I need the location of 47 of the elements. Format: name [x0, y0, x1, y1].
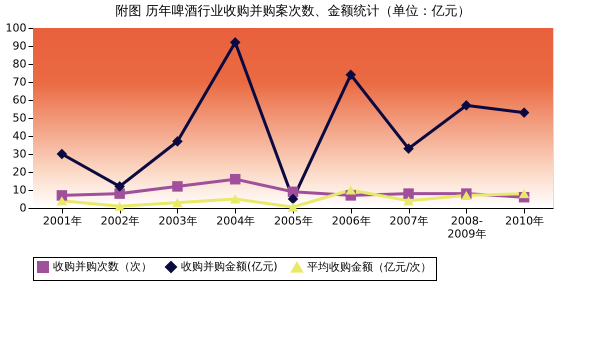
x-tick-label: 2004年: [216, 214, 256, 228]
point: [518, 107, 530, 118]
point: [461, 190, 472, 200]
y-tick-label: 80: [12, 58, 26, 70]
x-tick-label: 2007年: [390, 214, 429, 228]
y-tick-label: 100: [6, 22, 26, 34]
point: [230, 174, 240, 184]
y-tick-label: 60: [12, 94, 26, 106]
legend-label: 收购并购金额(亿元): [181, 260, 278, 273]
x-tick-label: 2003年: [158, 214, 198, 228]
x-tick-label: 2010年: [505, 214, 544, 228]
point: [403, 188, 414, 199]
point: [346, 70, 356, 80]
x-tick-label: 2005年: [274, 214, 313, 228]
point: [288, 202, 298, 212]
point: [172, 181, 183, 192]
point: [346, 185, 356, 195]
point: [114, 188, 125, 199]
y-tick-label: 0: [20, 202, 26, 214]
point: [56, 148, 68, 160]
point: [461, 100, 472, 111]
legend-label: 收购并购次数（次）: [53, 260, 152, 273]
y-tick-label: 10: [12, 184, 26, 196]
point: [230, 194, 240, 204]
y-tick-label: 50: [12, 112, 26, 124]
x-tick-label: 2002年: [100, 214, 140, 228]
y-tick-label: 90: [12, 40, 26, 52]
chart-title: 附图 历年啤酒行业收购并购案次数、金额统计（单位：亿元）: [115, 3, 471, 19]
point: [114, 202, 125, 211]
point: [172, 198, 183, 208]
point: [56, 196, 68, 206]
point: [230, 37, 240, 48]
point: [403, 196, 414, 206]
y-tick-label: 30: [12, 148, 26, 160]
x-tick-label: 2008-2009年: [447, 214, 486, 240]
point: [56, 190, 68, 201]
x-tick-label: 2001年: [42, 214, 82, 228]
x-tick-label: 2006年: [332, 214, 371, 228]
point: [172, 136, 183, 147]
y-tick-label: 40: [12, 130, 26, 142]
y-tick-label: 70: [12, 76, 26, 88]
point: [288, 194, 298, 204]
legend-label: 平均收购金额（亿元/次）: [307, 260, 432, 274]
point: [518, 189, 530, 198]
point: [114, 181, 125, 192]
point: [403, 143, 414, 154]
y-tick-label: 20: [12, 166, 26, 178]
